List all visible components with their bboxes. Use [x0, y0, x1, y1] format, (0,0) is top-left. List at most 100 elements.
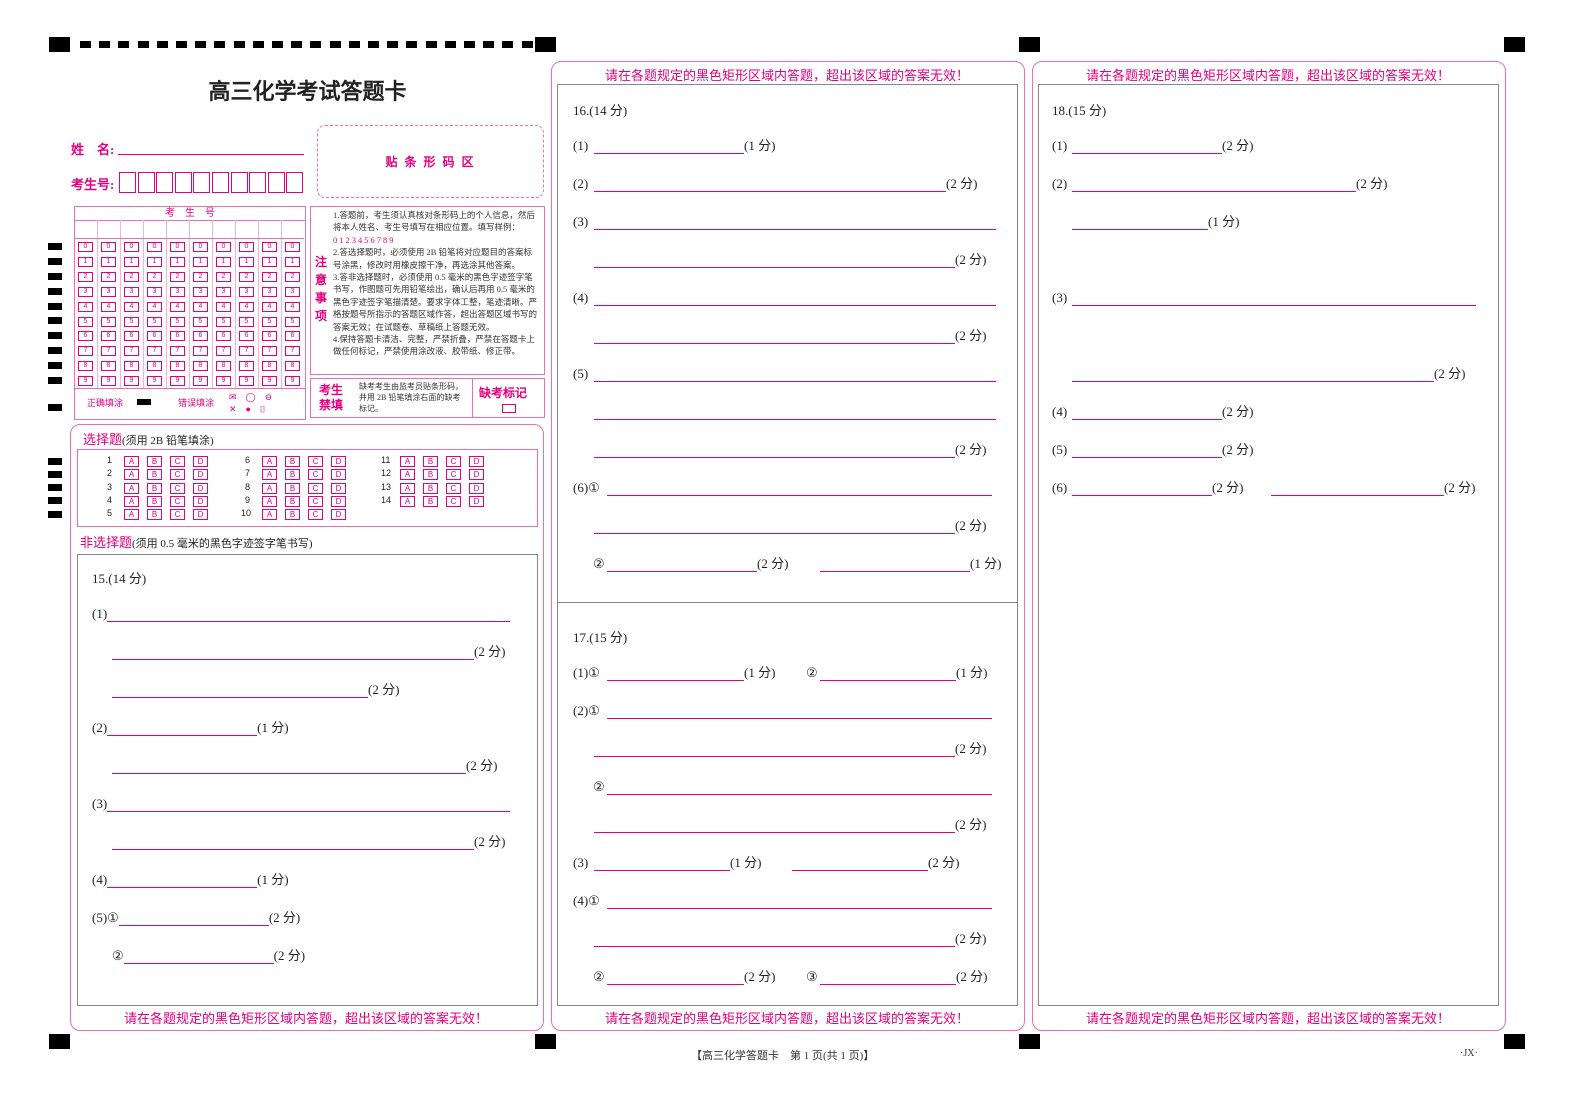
digit-bubble[interactable]: 9 [78, 376, 93, 387]
choice-bubble[interactable]: B [423, 495, 438, 507]
digit-bubble[interactable]: 2 [193, 271, 208, 282]
digit-bubble[interactable]: 6 [285, 331, 300, 342]
choice-bubble[interactable]: B [285, 469, 300, 481]
digit-bubble[interactable]: 8 [285, 361, 300, 372]
choice-bubble[interactable]: D [193, 469, 208, 481]
choice-bubble[interactable]: B [147, 509, 162, 521]
digit-bubble[interactable]: 9 [101, 376, 116, 387]
digit-bubble[interactable]: 2 [239, 271, 254, 282]
digit-bubble[interactable]: 0 [216, 242, 231, 252]
digit-bubble[interactable]: 8 [78, 361, 93, 372]
digit-bubble[interactable]: 4 [78, 301, 93, 312]
digit-bubble[interactable]: 6 [147, 331, 162, 342]
digit-bubble[interactable]: 6 [239, 331, 254, 342]
digit-bubble[interactable]: 7 [285, 346, 300, 357]
answer-line[interactable] [607, 708, 992, 719]
choice-bubble[interactable]: A [262, 509, 277, 521]
id-digit-box[interactable] [119, 172, 136, 193]
choice-bubble[interactable]: C [446, 482, 461, 494]
choice-bubble[interactable]: B [147, 495, 162, 507]
digit-bubble[interactable]: 5 [124, 316, 139, 327]
choice-bubble[interactable]: B [423, 456, 438, 467]
digit-bubble[interactable]: 9 [124, 376, 139, 387]
choice-bubble[interactable]: C [170, 509, 185, 521]
digit-bubble[interactable]: 3 [124, 286, 139, 297]
digit-bubble[interactable]: 6 [78, 331, 93, 342]
choice-bubble[interactable]: D [469, 495, 484, 507]
digit-bubble[interactable]: 5 [285, 316, 300, 327]
name-field[interactable] [118, 140, 304, 155]
digit-bubble[interactable]: 4 [193, 301, 208, 312]
digit-bubble[interactable]: 9 [216, 376, 231, 387]
choice-bubble[interactable]: A [262, 495, 277, 507]
choice-bubble[interactable]: B [285, 509, 300, 521]
digit-bubble[interactable]: 7 [193, 346, 208, 357]
choice-bubble[interactable]: D [331, 482, 346, 494]
choice-bubble[interactable]: A [262, 482, 277, 494]
answer-line[interactable] [607, 898, 992, 909]
answer-line[interactable] [594, 181, 946, 192]
digit-bubble[interactable]: 1 [262, 256, 277, 267]
answer-line[interactable] [1072, 181, 1356, 192]
digit-bubble[interactable]: 6 [124, 331, 139, 342]
digit-bubble[interactable]: 1 [216, 256, 231, 267]
digit-bubble[interactable]: 3 [239, 286, 254, 297]
digit-bubble[interactable]: 7 [124, 346, 139, 357]
answer-line[interactable] [594, 371, 996, 382]
id-digit-box[interactable] [174, 172, 192, 193]
answer-line[interactable] [1072, 447, 1222, 458]
answer-line[interactable] [594, 219, 996, 230]
choice-bubble[interactable]: D [193, 456, 208, 467]
answer-line[interactable] [1271, 485, 1444, 496]
digit-bubble[interactable]: 3 [193, 286, 208, 297]
id-digit-box[interactable] [212, 172, 229, 193]
digit-bubble[interactable]: 3 [170, 286, 185, 297]
choice-bubble[interactable]: B [147, 482, 162, 494]
digit-bubble[interactable]: 1 [78, 256, 93, 267]
digit-bubble[interactable]: 0 [101, 242, 116, 252]
choice-bubble[interactable]: B [285, 495, 300, 507]
digit-bubble[interactable]: 9 [147, 376, 162, 387]
digit-bubble[interactable]: 1 [170, 256, 185, 267]
answer-line[interactable] [594, 447, 955, 458]
answer-line[interactable] [820, 561, 970, 572]
digit-bubble[interactable]: 0 [78, 242, 93, 252]
digit-bubble[interactable]: 1 [285, 256, 300, 267]
digit-bubble[interactable]: 4 [147, 301, 162, 312]
digit-bubble[interactable]: 2 [216, 271, 231, 282]
digit-bubble[interactable]: 8 [124, 361, 139, 372]
answer-line[interactable] [607, 485, 992, 496]
answer-line[interactable] [607, 670, 744, 681]
choice-bubble[interactable]: C [308, 482, 323, 494]
answer-line[interactable] [107, 801, 511, 812]
digit-bubble[interactable]: 7 [262, 346, 277, 357]
answer-line[interactable] [1072, 143, 1222, 154]
digit-bubble[interactable]: 3 [262, 286, 277, 297]
digit-bubble[interactable]: 3 [216, 286, 231, 297]
digit-bubble[interactable]: 4 [262, 301, 277, 312]
id-digit-box[interactable] [267, 172, 285, 193]
digit-bubble[interactable]: 0 [262, 242, 277, 252]
choice-bubble[interactable]: A [262, 469, 277, 481]
digit-bubble[interactable]: 0 [193, 242, 208, 252]
answer-line[interactable] [607, 974, 744, 985]
answer-line[interactable] [1072, 409, 1222, 420]
digit-bubble[interactable]: 5 [147, 316, 162, 327]
digit-bubble[interactable]: 4 [101, 301, 116, 312]
digit-bubble[interactable]: 2 [124, 271, 139, 282]
digit-bubble[interactable]: 7 [147, 346, 162, 357]
answer-line[interactable] [1072, 485, 1212, 496]
choice-bubble[interactable]: C [308, 509, 323, 521]
digit-bubble[interactable]: 7 [170, 346, 185, 357]
digit-bubble[interactable]: 9 [262, 376, 277, 387]
digit-bubble[interactable]: 4 [216, 301, 231, 312]
choice-bubble[interactable]: D [331, 456, 346, 467]
digit-bubble[interactable]: 3 [285, 286, 300, 297]
digit-bubble[interactable]: 7 [101, 346, 116, 357]
digit-bubble[interactable]: 8 [147, 361, 162, 372]
choice-bubble[interactable]: A [124, 495, 139, 507]
digit-bubble[interactable]: 0 [239, 242, 254, 252]
id-digit-box[interactable] [156, 172, 174, 193]
answer-line[interactable] [112, 649, 474, 660]
choice-bubble[interactable]: D [469, 469, 484, 481]
